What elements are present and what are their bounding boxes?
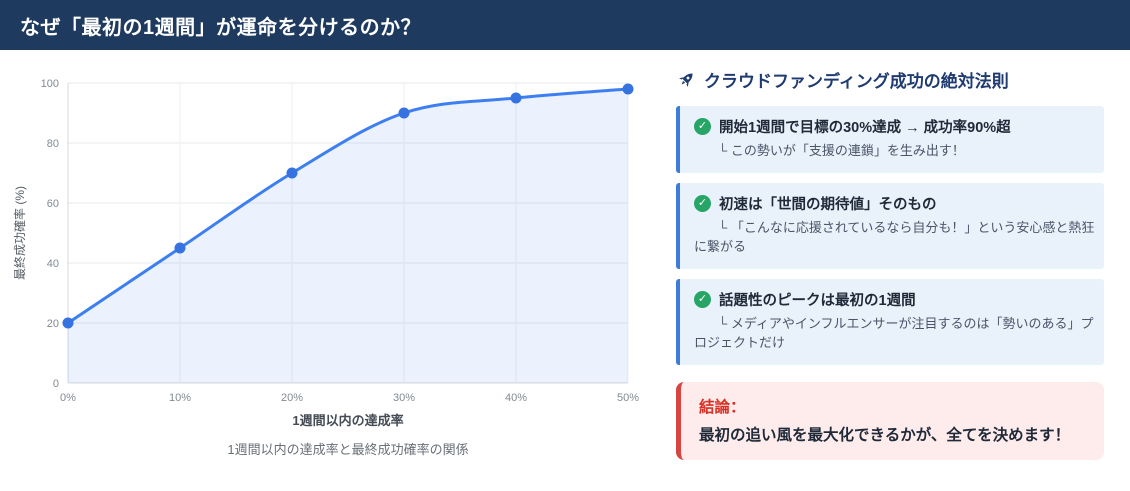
chart-panel: 0 20 40 60 80 100 0% 10% 20% 30% 40% 50% 1週間以内の達成率 最終… xyxy=(0,60,660,480)
x-tick-label: 10% xyxy=(169,392,191,404)
rules-panel: クラウドファンディング成功の絶対法則 ✓ 開始1週間で目標の30%達成 → 成功… xyxy=(676,50,1112,480)
rule-title: 初速は「世間の期待値」そのもの xyxy=(719,196,937,213)
x-tick-label: 20% xyxy=(281,392,303,404)
x-tick-label: 40% xyxy=(505,392,527,404)
data-point xyxy=(62,317,74,329)
data-point xyxy=(622,83,634,95)
x-axis-title: 1週間以内の達成率 xyxy=(292,413,403,428)
chart-caption: 1週間以内の達成率と最終成功確率の関係 xyxy=(227,442,468,457)
rule-card: ✓ 話題性のピークは最初の1週間 └ メディアやインフルエンサーが注目するのは「… xyxy=(676,278,1104,365)
conclusion-card: 結論： 最初の追い風を最大化できるかが、全てを決めます！ xyxy=(676,381,1104,460)
check-circle-icon: ✓ xyxy=(694,118,711,135)
panel-title: クラウドファンディング成功の絶対法則 xyxy=(704,72,1009,91)
y-tick-label: 40 xyxy=(47,258,59,270)
area-fill xyxy=(68,89,628,383)
page-title: なぜ「最初の1週間」が運命を分けるのか？ xyxy=(20,16,422,39)
x-tick-label: 30% xyxy=(393,392,415,404)
main-content: 0 20 40 60 80 100 0% 10% 20% 30% 40% 50% 1週間以内の達成率 最終… xyxy=(0,50,1130,480)
rule-note: └ 「こんなに応援されているなら自分も！」という安心感と熱狂に繋がる xyxy=(694,219,1095,255)
data-point xyxy=(398,107,410,119)
y-tick-label: 100 xyxy=(41,78,59,90)
y-tick-label: 0 xyxy=(53,378,59,390)
data-point xyxy=(510,92,522,104)
y-axis-title: 最終成功確率 (%) xyxy=(12,186,27,280)
conclusion-label: 結論： xyxy=(699,398,746,416)
rule-card: ✓ 開始1週間で目標の30%達成 → 成功率90%超 └ この勢いが「支援の連鎖… xyxy=(676,106,1104,173)
rule-note: └ この勢いが「支援の連鎖」を生み出す！ xyxy=(718,143,965,158)
x-tick-label: 50% xyxy=(617,392,639,404)
rule-card: ✓ 初速は「世間の期待値」そのもの └ 「こんなに応援されているなら自分も！」と… xyxy=(676,182,1104,269)
data-point xyxy=(174,242,186,254)
y-tick-label: 20 xyxy=(47,318,59,330)
rule-title: 話題性のピークは最初の1週間 xyxy=(719,292,916,309)
check-circle-icon: ✓ xyxy=(694,290,711,308)
conclusion-text: 最初の追い風を最大化できるかが、全てを決めます！ xyxy=(699,426,1071,444)
line-chart: 0 20 40 60 80 100 0% 10% 20% 30% 40% 50% 1週間以内の達成率 最終… xyxy=(12,78,639,457)
check-circle-icon: ✓ xyxy=(694,194,711,212)
data-point xyxy=(286,167,298,179)
rule-note: └ メディアやインフルエンサーが注目するのは「勢いのある」プロジェクトだけ xyxy=(694,315,1094,351)
trend-line xyxy=(66,87,630,325)
rocket-icon xyxy=(676,70,696,90)
page-header: なぜ「最初の1週間」が運命を分けるのか？ xyxy=(0,0,1130,50)
y-tick-label: 60 xyxy=(47,198,59,210)
rule-title: 開始1週間で目標の30%達成 → 成功率90%超 xyxy=(719,120,1011,136)
panel-title-row: クラウドファンディング成功の絶対法則 xyxy=(676,67,1112,92)
x-tick-label: 0% xyxy=(60,392,76,404)
y-tick-label: 80 xyxy=(47,138,59,150)
